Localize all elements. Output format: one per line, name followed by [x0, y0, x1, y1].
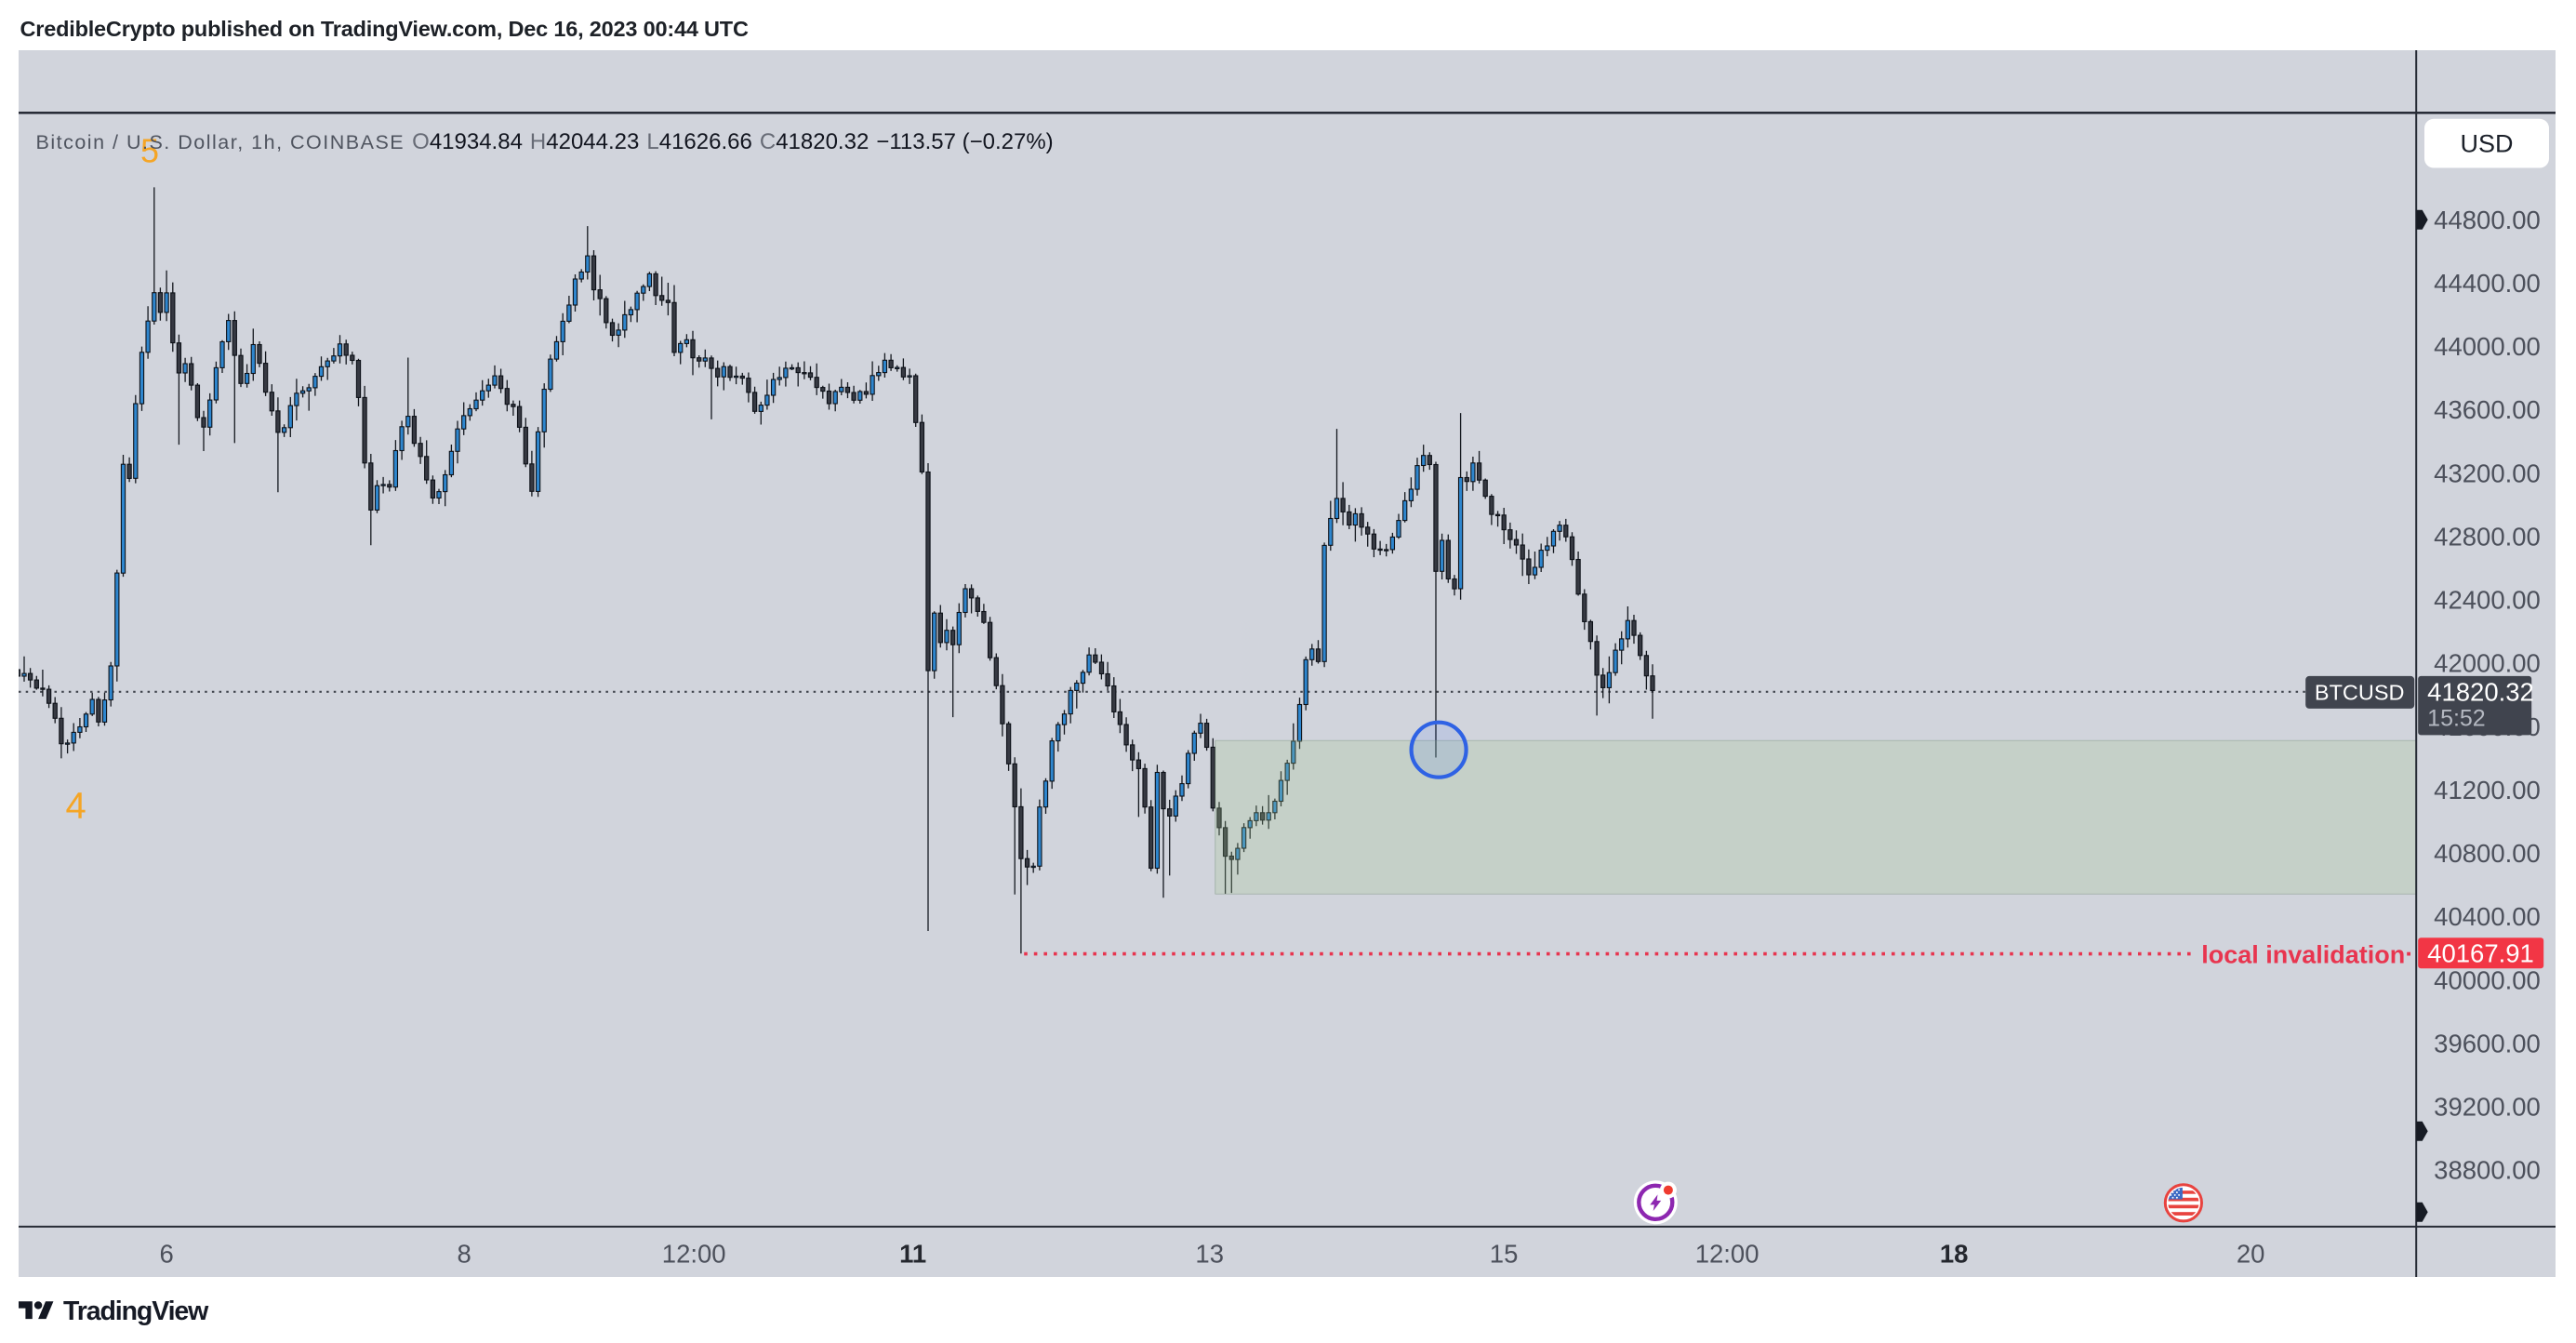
svg-text:12:00: 12:00: [1694, 1239, 1759, 1268]
svg-text:40000.00: 40000.00: [2434, 965, 2541, 994]
svg-text:41820.32: 41820.32: [2427, 677, 2534, 706]
svg-text:44000.00: 44000.00: [2434, 332, 2541, 361]
svg-text:6: 6: [159, 1239, 173, 1268]
svg-text:15:52: 15:52: [2427, 705, 2486, 731]
svg-text:40167.91: 40167.91: [2427, 938, 2534, 967]
svg-text:39600.00: 39600.00: [2434, 1029, 2541, 1057]
svg-text:38800.00: 38800.00: [2434, 1155, 2541, 1184]
svg-text:13: 13: [1195, 1239, 1224, 1268]
svg-text:39200.00: 39200.00: [2434, 1092, 2541, 1121]
svg-text:BTCUSD: BTCUSD: [2315, 680, 2405, 704]
svg-text:41200.00: 41200.00: [2434, 776, 2541, 804]
svg-text:43600.00: 43600.00: [2434, 395, 2541, 424]
svg-text:local invalidation: local invalidation: [2201, 940, 2405, 968]
svg-text:40400.00: 40400.00: [2434, 902, 2541, 931]
svg-text:42800.00: 42800.00: [2434, 522, 2541, 551]
svg-text:43200.00: 43200.00: [2434, 459, 2541, 487]
svg-text:5: 5: [140, 131, 159, 169]
svg-text:42000.00: 42000.00: [2434, 648, 2541, 677]
svg-text:44800.00: 44800.00: [2434, 205, 2541, 233]
svg-text:12:00: 12:00: [662, 1239, 726, 1268]
svg-text:44400.00: 44400.00: [2434, 269, 2541, 298]
svg-text:USD: USD: [2460, 129, 2513, 157]
svg-text:11: 11: [899, 1239, 926, 1268]
svg-text:18: 18: [1940, 1239, 1969, 1268]
svg-text:4: 4: [65, 785, 86, 826]
svg-text:42400.00: 42400.00: [2434, 585, 2541, 614]
svg-text:8: 8: [457, 1239, 471, 1268]
svg-text:15: 15: [1490, 1239, 1519, 1268]
svg-text:20: 20: [2237, 1239, 2265, 1268]
svg-text:40800.00: 40800.00: [2434, 839, 2541, 868]
